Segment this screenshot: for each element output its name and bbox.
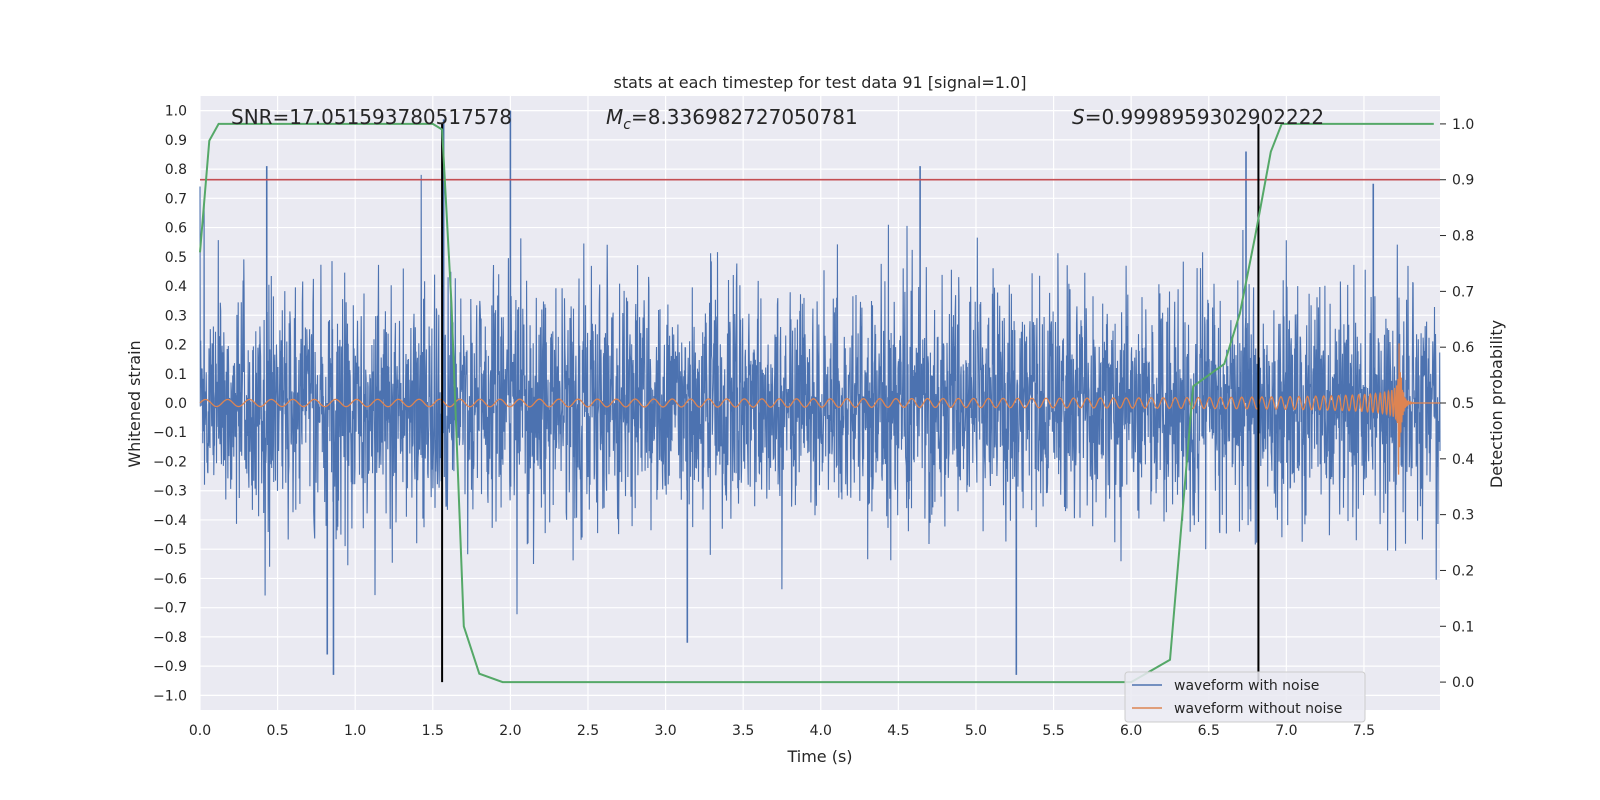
x-axis-label: Time (s) bbox=[786, 747, 852, 766]
y-tick-label-4: 0.6 bbox=[165, 221, 187, 237]
x-tick-label-5: 2.5 bbox=[577, 723, 599, 739]
y-tick-label-1: 0.9 bbox=[165, 133, 187, 149]
y-tick-label-13: −0.3 bbox=[153, 484, 187, 500]
y-tick-label-7: 0.3 bbox=[165, 308, 187, 324]
y-tick-label-0: 1.0 bbox=[165, 104, 187, 120]
y-tick-label-2: 0.8 bbox=[165, 162, 187, 178]
chirp-mass-subscript: c bbox=[623, 117, 631, 133]
overlay-lines-layer bbox=[199, 122, 1440, 684]
y-tick-label-3: 0.7 bbox=[165, 191, 187, 207]
legend: waveform with noise waveform without noi… bbox=[1124, 671, 1366, 723]
chart-title: stats at each timestep for test data 91 … bbox=[614, 73, 1027, 92]
x-tick-label-9: 4.5 bbox=[887, 723, 909, 739]
y-tick-label-18: −0.8 bbox=[153, 630, 187, 646]
y-tick-label-16: −0.6 bbox=[153, 571, 187, 587]
snr-annotation: SNR=17.051593780517578 bbox=[231, 105, 512, 129]
right-y-tick-label-10: 0.0 bbox=[1452, 675, 1474, 691]
x-tick-label-6: 3.0 bbox=[654, 723, 676, 739]
s-annotation: S=0.9998959302902222 bbox=[1072, 105, 1324, 129]
right-y-tick-label-9: 0.1 bbox=[1452, 619, 1474, 635]
y-tick-label-14: −0.4 bbox=[153, 513, 187, 529]
right-y-tick-label-2: 0.8 bbox=[1452, 229, 1474, 245]
x-axis-ticks: 0.0 0.5 1.0 1.5 2.0 2.5 3.0 3.5 4.0 4.5 5.0 5.5 6.0 6… bbox=[189, 723, 1375, 739]
y-axis-label: Whitened strain bbox=[125, 340, 144, 467]
x-tick-label-12: 6.0 bbox=[1120, 723, 1142, 739]
x-tick-label-1: 0.5 bbox=[266, 723, 288, 739]
clean-waveform-layer bbox=[199, 343, 1440, 475]
y-tick-label-10: 0.0 bbox=[165, 396, 187, 412]
y-tick-label-17: −0.7 bbox=[153, 601, 187, 617]
x-tick-label-10: 5.0 bbox=[965, 723, 987, 739]
right-y-tick-label-5: 0.5 bbox=[1452, 396, 1474, 412]
chirp-mass-value: =8.336982727050781 bbox=[631, 105, 858, 129]
y-axis-ticks: 1.0 0.9 0.8 0.7 0.6 0.5 0.4 0.3 0.2 0.1 0.0 −0.1 −0.… bbox=[153, 104, 187, 705]
s-symbol: S bbox=[1072, 105, 1085, 129]
right-y-tick-label-7: 0.3 bbox=[1452, 508, 1474, 524]
x-tick-label-11: 5.5 bbox=[1042, 723, 1064, 739]
right-y-axis-label: Detection probability bbox=[1487, 320, 1506, 488]
legend-label-clean: waveform without noise bbox=[1174, 701, 1342, 717]
legend-label-noise: waveform with noise bbox=[1174, 678, 1319, 694]
x-tick-label-7: 3.5 bbox=[732, 723, 754, 739]
x-tick-label-13: 6.5 bbox=[1198, 723, 1220, 739]
chirp-mass-annotation: Mc=8.336982727050781 bbox=[606, 105, 858, 133]
chirp-mass-symbol: M bbox=[606, 105, 623, 129]
clean-waveform-line bbox=[199, 343, 1440, 475]
x-tick-label-4: 2.0 bbox=[499, 723, 521, 739]
y-tick-label-8: 0.2 bbox=[165, 338, 187, 354]
y-tick-label-19: −0.9 bbox=[153, 659, 187, 675]
s-value: =0.9998959302902222 bbox=[1085, 105, 1324, 129]
y-tick-label-20: −1.0 bbox=[153, 688, 187, 704]
x-tick-label-2: 1.0 bbox=[344, 723, 366, 739]
x-tick-label-14: 7.0 bbox=[1275, 723, 1297, 739]
right-y-tick-label-0: 1.0 bbox=[1452, 117, 1474, 133]
right-y-axis-ticks: 1.0 0.9 0.8 0.7 0.6 0.5 0.4 0.3 0.2 0.1 0.0 bbox=[1440, 117, 1474, 691]
x-tick-label-0: 0.0 bbox=[189, 723, 211, 739]
right-y-tick-label-8: 0.2 bbox=[1452, 563, 1474, 579]
right-y-tick-label-3: 0.7 bbox=[1452, 284, 1474, 300]
detection-probability-line bbox=[199, 122, 1434, 684]
y-tick-label-9: 0.1 bbox=[165, 367, 187, 383]
y-tick-label-11: −0.1 bbox=[153, 425, 187, 441]
x-tick-label-3: 1.5 bbox=[422, 723, 444, 739]
y-tick-label-5: 0.5 bbox=[165, 250, 187, 266]
x-tick-label-15: 7.5 bbox=[1353, 723, 1375, 739]
right-y-tick-label-4: 0.6 bbox=[1452, 340, 1474, 356]
y-tick-label-12: −0.2 bbox=[153, 454, 187, 470]
legend-box bbox=[1124, 671, 1366, 723]
y-tick-label-15: −0.5 bbox=[153, 542, 187, 558]
right-y-tick-label-1: 0.9 bbox=[1452, 173, 1474, 189]
y-tick-label-6: 0.4 bbox=[165, 279, 187, 295]
right-y-tick-label-6: 0.4 bbox=[1452, 452, 1474, 468]
x-tick-label-8: 4.0 bbox=[810, 723, 832, 739]
